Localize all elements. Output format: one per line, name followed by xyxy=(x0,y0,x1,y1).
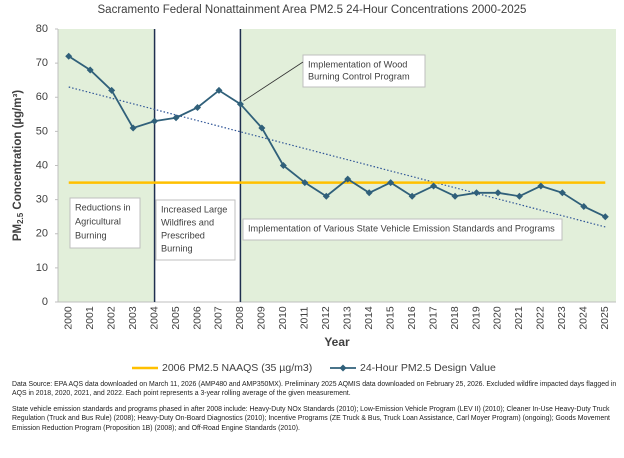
chart-title: Sacramento Federal Nonattainment Area PM… xyxy=(98,4,527,16)
data-point xyxy=(279,162,287,169)
annotation-text: Burning xyxy=(75,230,107,240)
x-tick-label: 2020 xyxy=(492,306,504,330)
annotation-box xyxy=(242,218,563,241)
annotation-text: Burning Control Program xyxy=(308,71,410,81)
x-tick-label: 2021 xyxy=(513,306,525,330)
data-point xyxy=(451,192,459,200)
data-point xyxy=(86,66,94,74)
x-tick-label: 2013 xyxy=(342,306,354,330)
x-tick-label: 2017 xyxy=(427,306,439,330)
y-tick-label: 70 xyxy=(36,57,48,69)
y-tick-label: 60 xyxy=(36,91,48,103)
data-point xyxy=(151,117,159,125)
x-tick-label: 2014 xyxy=(363,306,375,330)
data-point xyxy=(365,189,373,197)
data-point xyxy=(494,189,502,197)
data-point xyxy=(236,100,244,108)
series-line xyxy=(68,55,606,218)
x-tick-label: 2019 xyxy=(470,306,482,330)
x-tick-label: 2002 xyxy=(105,306,117,330)
trendline xyxy=(68,86,606,228)
data-point xyxy=(430,182,438,190)
y-tick-label: 30 xyxy=(36,194,48,206)
y-tick-label: 0 xyxy=(42,296,48,308)
x-tick-label: 2025 xyxy=(599,306,611,330)
data-point xyxy=(408,192,416,200)
annotation-box xyxy=(302,54,426,88)
y-tick-label: 80 xyxy=(36,23,48,35)
data-point xyxy=(344,175,352,183)
x-tick-label: 2023 xyxy=(556,306,568,330)
y-axis-label-part: PM xyxy=(12,224,24,241)
data-point xyxy=(473,189,480,197)
annotation-text: Prescribed xyxy=(161,230,205,240)
x-tick-label: 2006 xyxy=(191,306,203,330)
x-tick-label: 2004 xyxy=(148,306,160,330)
annotation-box xyxy=(69,197,141,249)
y-axis-label-part: Concentration (µg/m³) xyxy=(12,90,24,213)
x-tick-label: 2009 xyxy=(256,306,268,330)
annotation-text: Increased Large xyxy=(161,204,227,214)
annotation-text: Burning xyxy=(161,243,193,253)
x-tick-label: 2011 xyxy=(299,307,311,330)
data-point xyxy=(515,192,523,200)
footnote: State vehicle emission standards and pro… xyxy=(12,405,610,432)
annotation-text: Reductions in xyxy=(75,202,131,212)
y-tick-label: 10 xyxy=(36,262,48,274)
data-point xyxy=(301,179,309,187)
x-tick-label: 2012 xyxy=(320,306,332,330)
annotation-text: Implementation of Wood xyxy=(308,59,407,69)
x-tick-label: 2018 xyxy=(449,306,461,330)
footnote: Data Source: EPA AQS data downloaded on … xyxy=(12,381,617,398)
y-tick-label: 40 xyxy=(36,159,48,171)
x-tick-label: 2003 xyxy=(127,306,139,330)
x-tick-label: 2007 xyxy=(213,306,225,330)
data-point xyxy=(601,213,609,221)
y-tick-label: 50 xyxy=(36,125,48,137)
annotation-text: Implementation of Various State Vehicle … xyxy=(248,223,555,233)
annotation-box xyxy=(155,199,236,261)
leader-line xyxy=(243,61,304,102)
annotation-text: Wildfires and xyxy=(161,217,214,227)
y-tick-label: 20 xyxy=(36,228,48,240)
data-point xyxy=(108,86,116,94)
region-bg xyxy=(240,29,616,302)
x-tick-label: 2005 xyxy=(170,306,182,330)
data-point xyxy=(537,182,545,190)
y-axis-label-part: 2.5 xyxy=(16,212,25,224)
chart: Sacramento Federal Nonattainment Area PM… xyxy=(12,4,616,374)
data-point xyxy=(580,202,588,210)
data-point xyxy=(172,114,180,122)
x-tick-label: 2000 xyxy=(63,306,75,330)
data-point xyxy=(387,179,395,187)
x-tick-label: 2022 xyxy=(535,306,547,330)
region-bg xyxy=(154,29,241,302)
data-point xyxy=(215,86,223,94)
data-point xyxy=(558,189,566,197)
data-point xyxy=(129,124,137,132)
x-tick-label: 2008 xyxy=(234,306,246,330)
annotation-text: Agricultural xyxy=(75,216,121,226)
x-tick-label: 2001 xyxy=(84,306,96,330)
data-point xyxy=(258,124,266,132)
footnotes: Data Source: EPA AQS data downloaded on … xyxy=(12,380,618,439)
legend-marker xyxy=(339,364,347,372)
data-point xyxy=(194,103,201,111)
x-axis-label: Year xyxy=(324,335,350,349)
x-tick-label: 2015 xyxy=(384,306,396,330)
x-tick-label: 2016 xyxy=(406,306,418,330)
data-point xyxy=(65,52,73,60)
legend-label: 2006 PM2.5 NAAQS (35 µg/m3) xyxy=(162,362,312,374)
legend-label: 24-Hour PM2.5 Design Value xyxy=(360,362,496,374)
region-bg xyxy=(58,29,155,302)
y-axis-label: PM2.5 Concentration (µg/m³) xyxy=(12,90,25,241)
x-tick-label: 2024 xyxy=(578,306,590,330)
x-tick-label: 2010 xyxy=(277,306,289,330)
data-point xyxy=(322,192,330,200)
